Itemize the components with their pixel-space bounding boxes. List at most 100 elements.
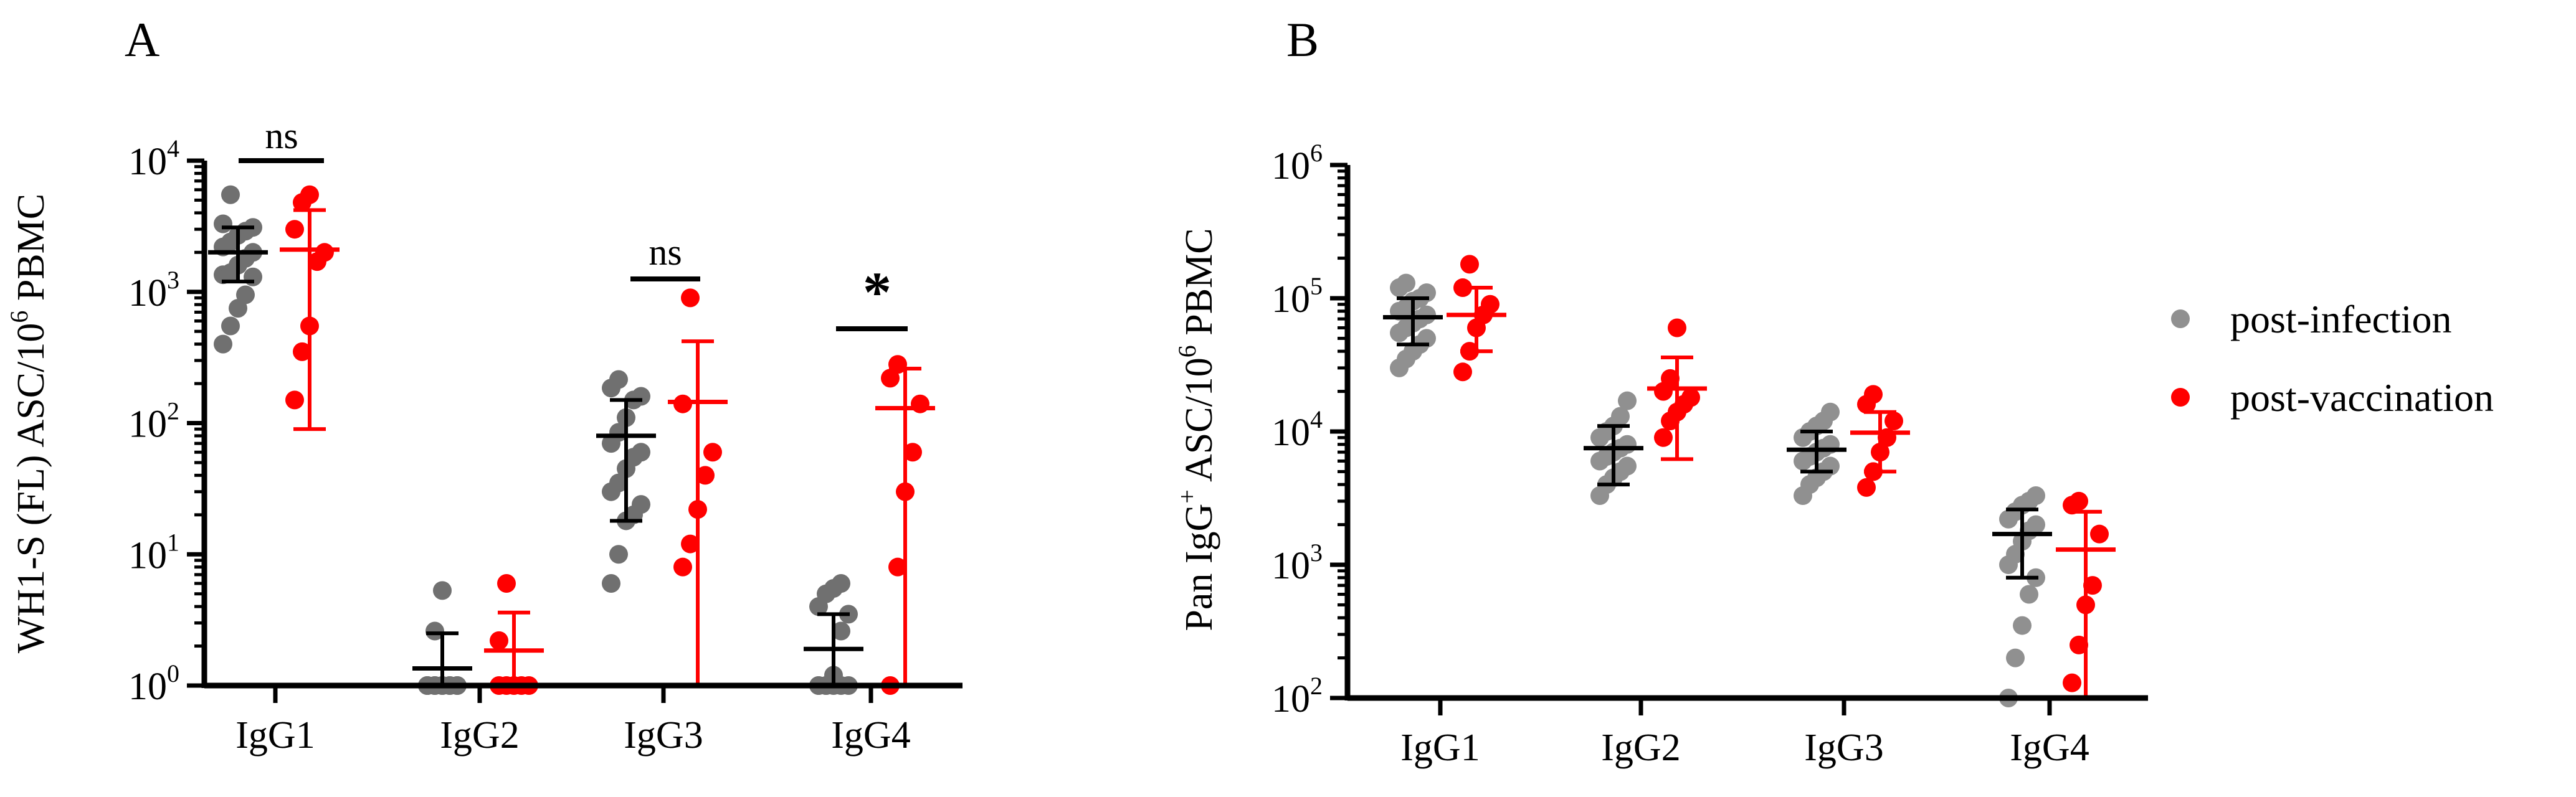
data-point bbox=[703, 443, 722, 462]
panel-a-y-axis-label-main: WH1-S (FL) ASC/10 bbox=[10, 323, 52, 653]
data-point bbox=[293, 342, 311, 361]
data-point bbox=[1611, 407, 1630, 426]
y-tick-exponent: 4 bbox=[1310, 405, 1323, 433]
data-point bbox=[609, 473, 628, 493]
data-point bbox=[632, 495, 650, 514]
data-point bbox=[214, 214, 232, 233]
y-tick-label: 105 bbox=[1271, 272, 1323, 321]
y-tick-base: 10 bbox=[1271, 678, 1310, 720]
data-point bbox=[881, 369, 900, 388]
data-point bbox=[632, 387, 650, 406]
data-point bbox=[1397, 273, 1415, 293]
y-tick-base: 10 bbox=[128, 534, 167, 577]
data-point bbox=[609, 545, 628, 564]
data-point bbox=[285, 220, 304, 239]
panel-b-points bbox=[1390, 255, 2109, 707]
data-point bbox=[2013, 616, 2032, 635]
data-point bbox=[2063, 673, 2081, 692]
data-point bbox=[696, 466, 715, 485]
panel-a-y-axis-label: WH1-S (FL) ASC/106 PBMC bbox=[5, 194, 52, 653]
sig-label-igg3: ns bbox=[649, 232, 682, 273]
y-tick-exponent: 4 bbox=[167, 134, 179, 163]
y-tick-label: 103 bbox=[128, 266, 179, 314]
y-tick-base: 10 bbox=[128, 403, 167, 446]
data-point bbox=[2027, 515, 2045, 534]
data-point bbox=[832, 574, 850, 593]
legend-marker-post-vaccination bbox=[2171, 388, 2190, 407]
x-tick-label-igg2: IgG2 bbox=[440, 714, 519, 757]
y-tick-base: 10 bbox=[128, 272, 167, 314]
y-tick-label: 102 bbox=[1271, 672, 1323, 720]
data-point bbox=[632, 443, 650, 462]
data-point bbox=[681, 288, 700, 308]
panel-b-y-axis-label-sup2: 6 bbox=[1173, 345, 1201, 357]
y-tick-exponent: 2 bbox=[1310, 672, 1323, 700]
x-tick-label-igg1: IgG1 bbox=[1400, 727, 1480, 769]
data-point bbox=[300, 185, 319, 204]
data-point bbox=[433, 581, 452, 600]
data-point bbox=[425, 621, 444, 641]
y-tick-exponent: 3 bbox=[167, 266, 179, 294]
y-tick-base: 10 bbox=[1271, 545, 1310, 587]
data-point bbox=[1681, 388, 1700, 407]
panel-a-x-ticks: IgG1 IgG2 IgG3 IgG4 bbox=[235, 686, 911, 757]
y-tick-exponent: 5 bbox=[1310, 272, 1323, 300]
data-point bbox=[236, 285, 255, 304]
data-point bbox=[681, 534, 700, 554]
y-tick-label: 104 bbox=[1271, 405, 1323, 454]
panel-b-y-axis-label-main: Pan IgG bbox=[1178, 504, 1220, 631]
data-point bbox=[497, 574, 516, 593]
y-tick-exponent: 6 bbox=[1310, 139, 1323, 167]
data-point bbox=[1668, 318, 1686, 337]
y-tick-exponent: 1 bbox=[167, 528, 179, 556]
y-tick-base: 10 bbox=[1271, 412, 1310, 454]
data-point bbox=[1618, 456, 1637, 476]
data-point bbox=[2020, 585, 2038, 604]
y-tick-label: 104 bbox=[128, 134, 179, 183]
panel-b-y-axis-label-middle: ASC/10 bbox=[1178, 357, 1220, 489]
data-point bbox=[1821, 402, 1840, 422]
panel-a-label: A bbox=[125, 12, 159, 67]
y-tick-label: 102 bbox=[128, 397, 179, 446]
y-tick-base: 10 bbox=[1271, 145, 1310, 187]
data-point bbox=[903, 443, 922, 462]
y-tick-label: 103 bbox=[1271, 539, 1323, 587]
panel-b-y-axis-label-rest: PBMC bbox=[1178, 228, 1220, 345]
panel-a-y-axis-label-sup: 6 bbox=[5, 311, 33, 323]
data-point bbox=[2090, 524, 2109, 544]
y-tick-base: 10 bbox=[128, 141, 167, 183]
data-point bbox=[490, 631, 508, 650]
data-point bbox=[221, 185, 240, 204]
x-tick-label-igg2: IgG2 bbox=[1601, 727, 1680, 769]
panel-b-error-bars bbox=[1383, 286, 2116, 700]
data-point bbox=[1453, 362, 1472, 382]
sig-label-igg4: * bbox=[863, 260, 891, 324]
legend-marker-post-infection bbox=[2171, 309, 2190, 328]
x-tick-label-igg1: IgG1 bbox=[235, 714, 315, 757]
data-point bbox=[285, 390, 304, 410]
data-point bbox=[1884, 412, 1903, 431]
y-tick-exponent: 3 bbox=[1310, 539, 1323, 567]
legend-label-post-infection: post-infection bbox=[2230, 297, 2451, 341]
data-point bbox=[2027, 486, 2045, 506]
data-point bbox=[315, 243, 334, 262]
data-point bbox=[1481, 295, 1499, 314]
y-tick-label: 101 bbox=[128, 528, 179, 577]
data-point bbox=[832, 621, 850, 641]
data-point bbox=[1460, 255, 1479, 274]
x-tick-label-igg3: IgG3 bbox=[1804, 727, 1883, 769]
data-point bbox=[2070, 491, 2088, 511]
data-point bbox=[1864, 385, 1883, 404]
panel-a-error-bars bbox=[208, 208, 935, 687]
x-tick-label-igg3: IgG3 bbox=[624, 714, 703, 757]
y-tick-label: 106 bbox=[1271, 139, 1323, 187]
x-tick-label-igg4: IgG4 bbox=[2010, 727, 2089, 769]
legend: post-infection post-vaccination bbox=[2171, 297, 2494, 420]
data-point bbox=[244, 267, 262, 286]
panel-b-x-ticks: IgG1 IgG2 IgG3 IgG4 bbox=[1400, 698, 2089, 769]
